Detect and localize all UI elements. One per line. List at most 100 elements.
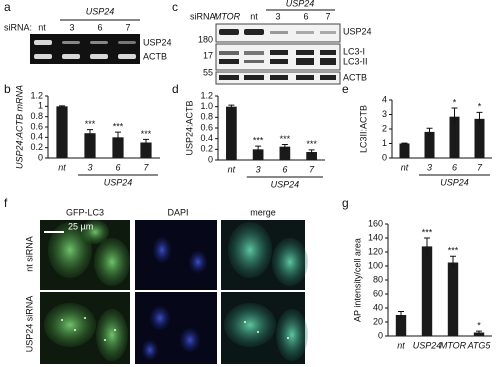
- significance: *: [478, 102, 482, 112]
- bands: [219, 29, 336, 80]
- group-label: USP24: [440, 177, 469, 187]
- x-tick-label: 7: [309, 164, 315, 174]
- y-tick-label: 0.4: [30, 132, 43, 142]
- y-tick-label: 0: [382, 152, 387, 162]
- y-axis-label: USP24:ACTB mRNA: [14, 85, 24, 169]
- error-bar: [398, 311, 404, 319]
- x-tick-label: 6: [115, 162, 120, 172]
- marker: 17: [203, 50, 213, 60]
- error-bar: [476, 111, 483, 126]
- x-tick-label: 6: [452, 162, 457, 172]
- panel-label: b: [4, 82, 11, 96]
- error-bar: [451, 107, 458, 126]
- x-tick-label: 7: [477, 162, 483, 172]
- x-tick-label: ATG5: [467, 340, 492, 350]
- error-bar: [143, 138, 149, 146]
- error-bar: [255, 145, 262, 153]
- lane-label: 7: [325, 11, 330, 21]
- group-label: USP24: [286, 0, 315, 8]
- error-bar: [308, 149, 315, 155]
- y-tick-label: 1.2: [30, 90, 43, 100]
- y-tick-label: 0.2: [200, 144, 213, 154]
- x-tick-label: 7: [143, 162, 149, 172]
- significance: ***: [113, 122, 124, 132]
- column-header: GFP-LC3: [66, 207, 104, 217]
- y-tick-label: 1.0: [200, 101, 213, 111]
- bar: [279, 146, 291, 160]
- x-tick-label: MTOR: [440, 340, 467, 350]
- lane-label: nt: [38, 22, 46, 32]
- bar: [447, 262, 459, 336]
- blot-c: siRNA: MTOR nt 3 6 7 USP24 180 17 55 USP…: [190, 0, 372, 85]
- y-tick-label: 0: [378, 330, 383, 340]
- significance: *: [477, 320, 481, 330]
- error-bar: [426, 127, 433, 136]
- column-header: merge: [250, 207, 276, 217]
- error-bar: [424, 237, 430, 255]
- y-axis-label: USP24:ACTB: [184, 100, 194, 155]
- significance: ***: [306, 139, 317, 149]
- y-tick-label: 0: [38, 152, 43, 162]
- membrane: [215, 43, 341, 71]
- bar: [112, 137, 124, 158]
- bar: [399, 143, 410, 158]
- y-tick-label: 120: [368, 246, 383, 256]
- sirna-label: siRNA:: [190, 11, 218, 21]
- y-tick-label: 20: [373, 316, 383, 326]
- band-label: ACTB: [343, 72, 367, 82]
- band-label: ACTB: [143, 51, 167, 61]
- bar: [56, 106, 68, 158]
- x-tick-label: 6: [282, 164, 287, 174]
- x-tick-label: 3: [256, 164, 261, 174]
- y-tick-label: 1: [382, 138, 387, 148]
- row-label: nt siRNA: [24, 236, 34, 272]
- y-tick-label: 0.6: [200, 122, 213, 132]
- band-label: USP24: [343, 26, 372, 36]
- significance: ***: [253, 136, 264, 146]
- y-tick-label: 1: [38, 101, 43, 111]
- x-tick-label: nt: [401, 162, 409, 172]
- error-bar: [401, 142, 408, 144]
- sirna-label: siRNA:: [4, 22, 32, 32]
- y-tick-label: 40: [373, 302, 383, 312]
- lane-label: MTOR: [214, 11, 241, 21]
- column-header: DAPI: [167, 207, 188, 217]
- bar: [140, 142, 152, 158]
- marker: 180: [198, 34, 213, 44]
- error-bar: [450, 255, 456, 269]
- lane-label: nt: [250, 11, 258, 21]
- y-tick-label: 160: [368, 218, 383, 228]
- y-tick-label: 0: [208, 154, 213, 164]
- error-bar: [476, 330, 482, 334]
- significance: ***: [141, 129, 152, 139]
- lane-label: 3: [275, 11, 280, 21]
- error-bar: [281, 144, 288, 149]
- y-tick-label: 0.4: [200, 133, 213, 143]
- error-bar: [87, 129, 93, 137]
- error-bar: [115, 131, 121, 143]
- panel-label: c: [172, 0, 178, 14]
- bar: [252, 149, 264, 160]
- bar: [226, 106, 237, 160]
- bar: [424, 131, 435, 158]
- bar: [449, 116, 460, 158]
- y-axis-label: AP intensity/cell area: [352, 238, 362, 322]
- error-bar: [59, 105, 65, 107]
- band-label: USP24: [143, 37, 172, 47]
- panel-labels: a b c d e f g: [4, 0, 349, 210]
- group-label: USP24: [104, 177, 133, 187]
- y-tick-label: 4: [382, 94, 387, 104]
- micrographs: GFP-LC3 DAPI merge nt siRNA USP24 siRNA …: [24, 207, 308, 364]
- bar: [473, 332, 485, 336]
- lane-label: 6: [303, 11, 308, 21]
- group-label: USP24: [271, 179, 300, 189]
- scale-bar-label: 25 µm: [68, 221, 93, 231]
- image-grid: [40, 220, 308, 364]
- y-tick-label: 2: [382, 123, 387, 133]
- bar: [306, 152, 317, 160]
- bar: [395, 315, 407, 336]
- y-tick-label: 80: [373, 274, 383, 284]
- x-tick-label: nt: [58, 162, 66, 172]
- lane-label: 3: [69, 22, 74, 32]
